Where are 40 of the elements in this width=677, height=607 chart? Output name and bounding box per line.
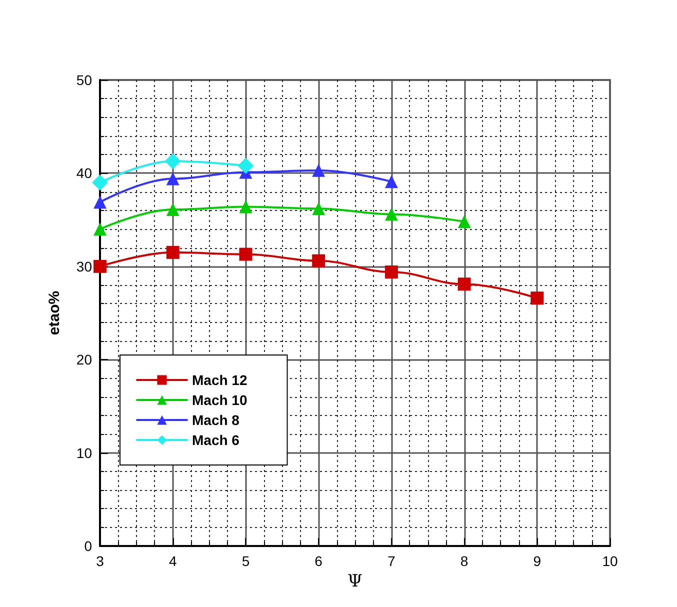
y-tick-label: 50: [76, 72, 92, 88]
point: [239, 200, 252, 214]
point: [312, 202, 326, 216]
legend-label: Mach 8: [192, 412, 240, 428]
point: [384, 175, 398, 188]
y-tick-label: 40: [76, 165, 92, 182]
point: [164, 153, 181, 170]
y-axis-title: etao%: [46, 290, 63, 336]
x-tick-label: 8: [460, 553, 468, 569]
point: [458, 278, 471, 291]
y-tick-label: 20: [76, 352, 92, 368]
x-tick-label: 4: [168, 553, 177, 569]
x-tick-label: 3: [96, 553, 104, 569]
x-tick-label: 5: [242, 553, 250, 569]
x-tick-label: 6: [314, 553, 323, 569]
point: [92, 174, 108, 191]
y-tick-label: 0: [84, 538, 92, 554]
x-tick-label: 7: [388, 553, 396, 569]
legend-label: Mach 12: [192, 372, 248, 388]
x-tick-label: 10: [602, 553, 618, 569]
x-axis-title: Ψ: [348, 571, 363, 592]
point: [312, 254, 326, 268]
point: [238, 158, 254, 174]
legend-label: Mach 6: [192, 432, 240, 448]
point: [94, 222, 106, 236]
point: [166, 246, 180, 259]
point: [458, 215, 471, 228]
point: [166, 203, 180, 216]
y-tick-label: 10: [76, 444, 92, 461]
point: [239, 248, 252, 261]
point: [166, 172, 180, 186]
point: [384, 208, 398, 221]
point: [312, 164, 326, 177]
point: [94, 260, 106, 273]
point: [384, 265, 398, 278]
point: [530, 292, 544, 305]
y-tick-label: 30: [76, 258, 92, 274]
point: [94, 196, 106, 209]
x-tick-label: 9: [533, 553, 542, 569]
legend-label: Mach 10: [192, 392, 248, 408]
